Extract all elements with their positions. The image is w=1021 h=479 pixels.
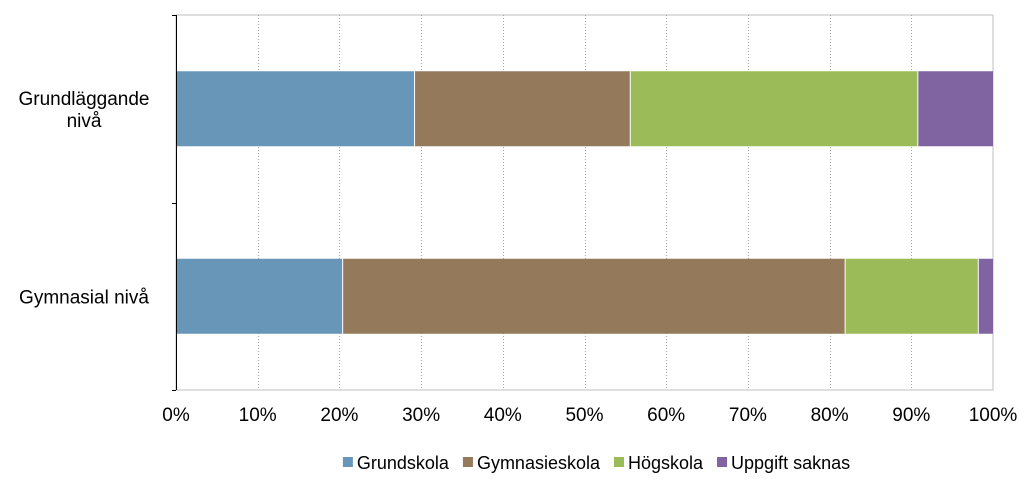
legend-swatch	[342, 457, 353, 467]
x-tick-label: 70%	[729, 405, 767, 426]
x-tick-label: 10%	[239, 405, 277, 426]
x-tick-labels: 0% 10% 20% 30% 40% 50% 60% 70% 80% 90% 100%	[162, 405, 1017, 426]
legend-swatch	[613, 457, 624, 467]
bar-segment	[414, 71, 631, 147]
category-label: nivå	[67, 111, 102, 132]
legend: Grundskola Gymnasieskola Högskola Uppgift s…	[342, 453, 850, 473]
legend-swatch	[717, 457, 728, 467]
x-tick-label: 30%	[402, 405, 440, 426]
x-tick-label: 80%	[811, 405, 849, 426]
x-tick-label: 60%	[647, 405, 685, 426]
legend-label: Uppgift saknas	[731, 453, 850, 473]
bar-segment	[176, 258, 343, 334]
bar-segment	[342, 258, 846, 334]
x-tick-label: 20%	[320, 405, 358, 426]
bars	[176, 71, 993, 334]
x-tick-label: 50%	[565, 405, 603, 426]
x-tick-label: 0%	[162, 405, 190, 426]
bar-segment	[845, 258, 979, 334]
x-tick-label: 100%	[969, 405, 1018, 426]
axes	[172, 15, 177, 391]
legend-label: Högskola	[628, 453, 704, 473]
x-tick-label: 90%	[892, 405, 930, 426]
legend-label: Gymnasieskola	[477, 453, 601, 473]
legend-label: Grundskola	[357, 453, 450, 473]
category-label: Grundläggande	[19, 89, 150, 110]
x-tick-label: 40%	[484, 405, 522, 426]
category-label: Gymnasial nivå	[19, 287, 149, 308]
bar-segment	[176, 71, 415, 147]
bar-segment	[630, 71, 918, 147]
bar-segment	[917, 71, 993, 147]
legend-swatch	[462, 457, 473, 467]
bar-segment	[978, 258, 993, 334]
